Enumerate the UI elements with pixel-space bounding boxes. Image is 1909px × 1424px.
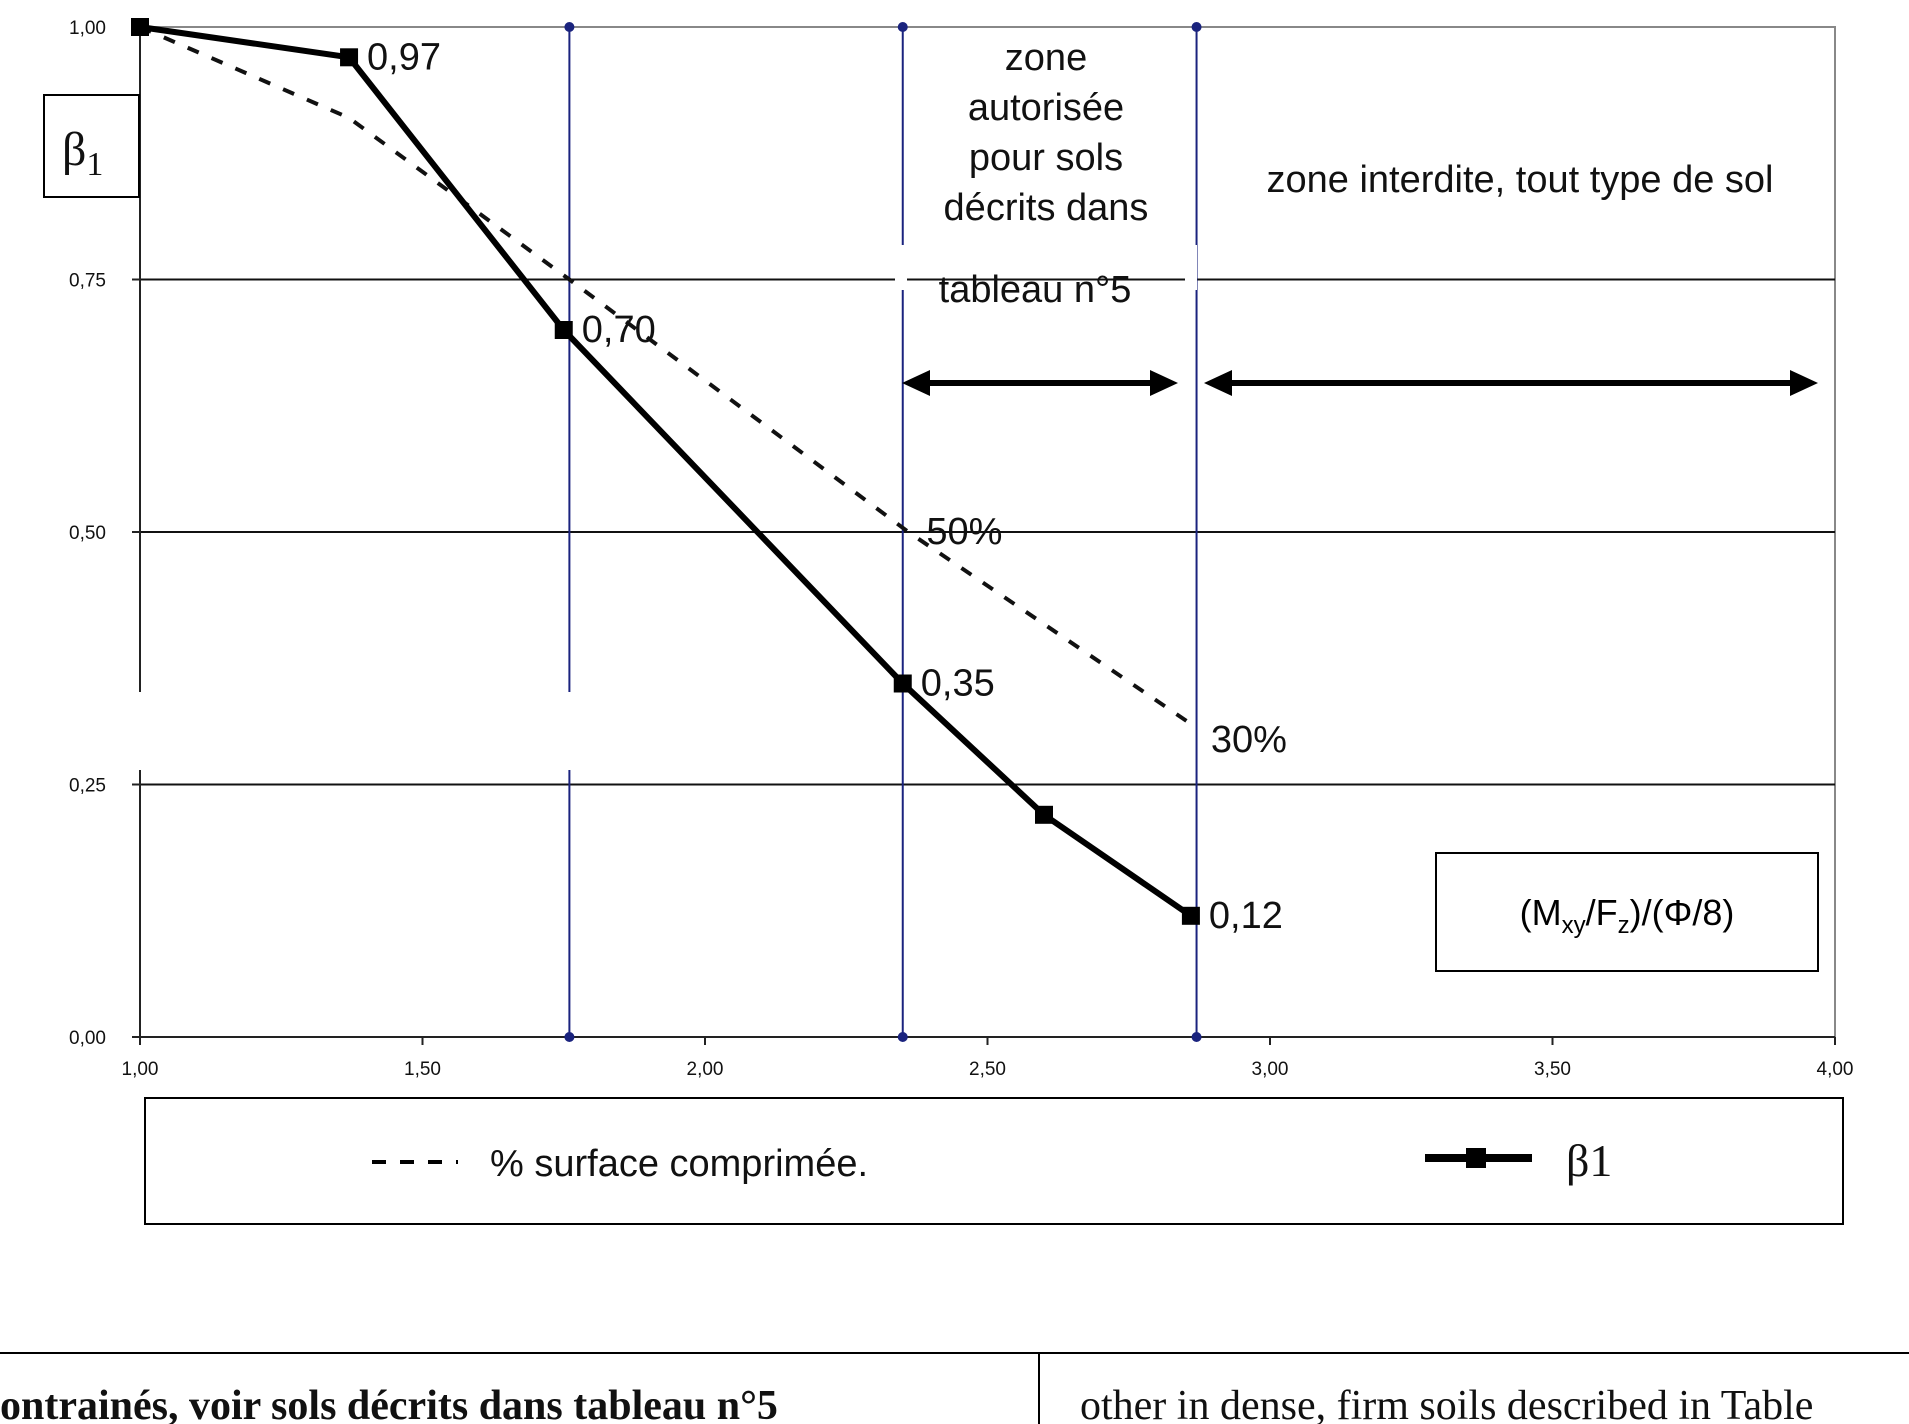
series-line-solid xyxy=(139,24,1193,919)
zone-boundary-lines xyxy=(564,22,1202,1042)
x-tick-label: 3,00 xyxy=(1252,1059,1289,1080)
vertical-line-bottom-dot xyxy=(1191,1032,1202,1042)
point-label: 0,35 xyxy=(921,663,995,705)
x-axis-label-box xyxy=(1435,852,1819,972)
series-surface-comprimee xyxy=(139,25,1193,726)
axis-ticks: 1,00 1,50 2,00 2,50 3,00 3,50 4,00 1,00 0,75 0,50… xyxy=(69,18,1853,1080)
x-tick-label: 4,00 xyxy=(1817,1059,1854,1080)
series-marker xyxy=(1035,805,1053,824)
chart: 1,00 1,50 2,00 2,50 3,00 3,50 4,00 1,00 0,75 0,50… xyxy=(43,18,1853,1225)
gap-zone2 xyxy=(1185,245,1197,290)
zone-allowed-arrow xyxy=(902,370,1178,396)
series-line-dashed xyxy=(139,25,1193,726)
series-marker xyxy=(554,321,573,339)
y-tick-label: 1,00 xyxy=(69,18,106,39)
x-tick-label: 3,50 xyxy=(1534,1059,1571,1080)
bottom-table-cell-left: ontrainés, voir sols décrits dans tablea… xyxy=(0,1354,1040,1424)
series-marker xyxy=(893,674,912,693)
y-axis-symbol: β1 xyxy=(62,123,103,183)
series-marker xyxy=(131,18,149,36)
x-tick-label: 2,00 xyxy=(687,1059,724,1080)
beta-subscript: 1 xyxy=(86,146,103,183)
legend-solid-swatch xyxy=(1425,1148,1532,1168)
vertical-line-bottom-dot xyxy=(897,1032,908,1042)
point-label: 0,97 xyxy=(367,36,441,78)
bottom-cell-left-text: ontrainés, voir sols décrits dans tablea… xyxy=(0,1383,778,1424)
point-label: 50% xyxy=(926,511,1002,553)
series-marker xyxy=(340,48,359,67)
zone-line-5: tableau n°5 xyxy=(939,269,1132,311)
point-label: 0,70 xyxy=(582,309,656,351)
legend-label-surface: % surface comprimée. xyxy=(490,1143,868,1185)
point-label: 30% xyxy=(1211,719,1287,761)
zone-forbidden-label: zone interdite, tout type de sol xyxy=(1267,159,1774,201)
y-axis-symbol-box xyxy=(43,94,140,198)
zone-line-1: zone xyxy=(1005,37,1087,79)
y-tick-label: 0,00 xyxy=(69,1028,106,1049)
y-tick-label: 0,75 xyxy=(69,271,106,292)
zone-line-3: pour sols xyxy=(969,137,1123,179)
zone-forbidden-arrow xyxy=(1204,370,1818,396)
vertical-line-top-dot xyxy=(897,22,908,32)
x-tick-label: 1,50 xyxy=(404,1059,441,1080)
gap-zone1 xyxy=(895,245,907,290)
horizontal-gridlines xyxy=(140,278,1835,786)
x-tick-label: 1,00 xyxy=(122,1059,159,1080)
point-label: 0,12 xyxy=(1209,895,1283,937)
legend-label-beta1: β1 xyxy=(1566,1135,1612,1186)
beta-symbol: β xyxy=(62,123,86,176)
x-tick-label: 2,50 xyxy=(969,1059,1006,1080)
gap-left xyxy=(130,692,160,770)
series-marker xyxy=(1181,906,1200,925)
bottom-table-cell-right: other in dense, firm soils described in … xyxy=(1040,1354,1909,1424)
zone-line-2: autorisée xyxy=(968,87,1124,129)
x-axis-label: (Mxy/Fz)/(Φ/8) xyxy=(1520,892,1735,939)
bottom-table-row: ontrainés, voir sols décrits dans tablea… xyxy=(0,1352,1909,1424)
bottom-cell-right-text: other in dense, firm soils described in … xyxy=(1080,1383,1814,1424)
point-labels: 0,97 0,70 0,35 0,12 50% 30% xyxy=(367,36,1287,937)
vertical-line-top-dot xyxy=(564,22,575,32)
series-beta1 xyxy=(131,18,1200,925)
zone-allowed-label: zone autorisée pour sols décrits dans ta… xyxy=(939,37,1149,311)
zone-line-4: décrits dans xyxy=(944,187,1149,229)
y-tick-label: 0,50 xyxy=(69,523,106,544)
vertical-line-bottom-dot xyxy=(564,1032,575,1042)
y-tick-label: 0,25 xyxy=(69,776,106,797)
vertical-line-top-dot xyxy=(1191,22,1202,32)
gap-mid xyxy=(555,692,585,770)
